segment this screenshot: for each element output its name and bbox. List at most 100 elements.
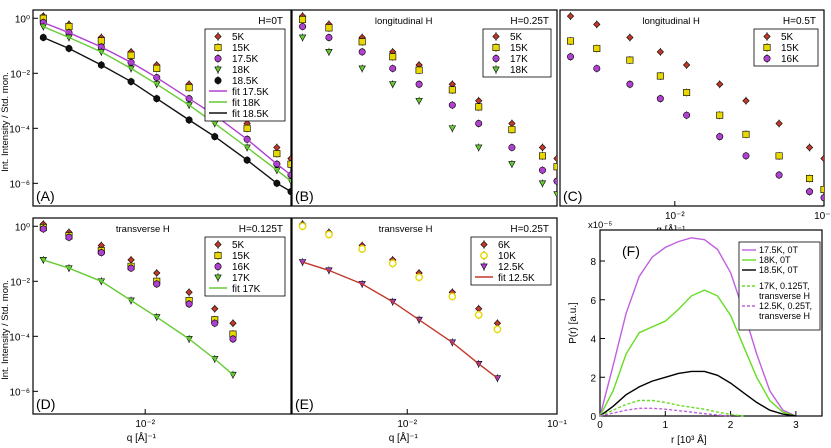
- series-line: [599, 407, 731, 417]
- legend-marker: [492, 55, 500, 62]
- legend-entry: 15K: [492, 43, 528, 54]
- y-tick-label: 10⁻⁶: [9, 179, 30, 190]
- data-point: [153, 64, 161, 72]
- series-15K: [299, 15, 557, 171]
- data-point: [448, 125, 457, 133]
- y-tick-label: 4: [590, 335, 596, 346]
- data-point: [656, 95, 664, 103]
- legend-label: 16K: [781, 54, 799, 65]
- legend-marker: [763, 44, 771, 51]
- series-line: [599, 289, 797, 417]
- data-point: [806, 174, 814, 182]
- data-point: [553, 191, 557, 199]
- data-point: [185, 84, 193, 92]
- legend-label: 10K: [498, 251, 516, 262]
- data-point: [415, 97, 423, 105]
- legend-label: 5K: [232, 32, 245, 43]
- data-point: [626, 33, 634, 42]
- data-point: [415, 66, 423, 74]
- data-point: [742, 130, 750, 138]
- data-point: [299, 23, 307, 30]
- legend-label: 6K: [498, 240, 511, 251]
- legend-marker: [763, 55, 771, 62]
- data-point: [153, 269, 161, 277]
- series-17K: [299, 22, 557, 186]
- data-point: [229, 335, 237, 343]
- data-point: [656, 72, 664, 80]
- legend-entry: 5K: [214, 32, 245, 43]
- data-point: [508, 126, 516, 134]
- data-point: [593, 20, 601, 29]
- legend-label: fit 17.5K: [232, 87, 269, 98]
- legend-label: 15K: [232, 251, 250, 262]
- plot-area: [298, 12, 557, 199]
- x-tick-label: 10⁻²: [665, 211, 685, 222]
- data-point: [325, 49, 333, 56]
- data-point: [626, 80, 634, 88]
- data-point: [567, 37, 575, 45]
- legend-entry: 17K, 0.125T,transverse H: [742, 281, 810, 301]
- data-point: [656, 48, 664, 56]
- data-point: [553, 163, 557, 171]
- panel-title: transverse H: [116, 224, 170, 235]
- y-tick-label: 10⁰: [15, 222, 30, 233]
- data-point: [716, 133, 724, 141]
- panel-a: 10⁰10⁻²10⁻⁴10⁻⁶(A)H=0T5K15K17.5K18K18.5K…: [0, 9, 292, 207]
- data-point: [389, 53, 397, 61]
- legend-marker: [214, 55, 222, 62]
- legend-marker: [214, 44, 222, 51]
- panel-title: longitudinal H: [642, 16, 700, 27]
- data-point: [742, 152, 750, 160]
- data-point: [39, 34, 47, 41]
- data-point: [626, 56, 634, 64]
- fit-curve: [43, 36, 291, 193]
- series-16K: [39, 224, 237, 343]
- field-label: H=0.125T: [239, 224, 283, 235]
- legend-entry: 18K, 0T: [742, 255, 791, 265]
- legend-label: 18.5K: [232, 76, 258, 87]
- data-point: [65, 23, 73, 31]
- data-point: [508, 144, 516, 151]
- data-point: [273, 150, 281, 158]
- series-5K: [566, 12, 824, 163]
- data-point: [243, 124, 251, 132]
- data-point: [325, 34, 333, 41]
- data-point: [211, 319, 219, 327]
- x-tick-label: 10⁻²: [135, 419, 155, 430]
- data-point: [820, 194, 824, 202]
- data-point: [287, 160, 291, 168]
- data-point: [805, 143, 814, 152]
- legend-entry: 18.5K: [214, 76, 258, 87]
- data-point: [475, 120, 483, 127]
- legend-entry: 12.5K: [480, 262, 524, 273]
- legend-label: 12.5K, 0.25T,: [759, 301, 812, 311]
- data-point: [325, 230, 333, 239]
- legend-label: fit 17K: [232, 284, 261, 295]
- legend-entry: 5K: [214, 240, 245, 251]
- legend-marker: [480, 240, 488, 249]
- data-point: [474, 311, 483, 319]
- legend-entry: fit 18.5K: [209, 109, 269, 120]
- y-tick-label: 2: [590, 373, 596, 384]
- y-tick-label: 10⁻²: [10, 277, 30, 288]
- data-point: [287, 154, 291, 163]
- legend-entry: 15K: [214, 251, 250, 262]
- x-axis-label: q [Å]⁻¹: [389, 431, 419, 444]
- data-point: [298, 34, 307, 42]
- data-point: [593, 44, 601, 52]
- data-point: [358, 65, 366, 73]
- y-axis-label: Int. Intensity / Std. mon.: [0, 280, 11, 380]
- data-point: [820, 185, 824, 193]
- series-16K: [567, 52, 824, 202]
- x-axis-label: q [Å]⁻¹: [127, 431, 157, 444]
- x-tick-label: 10⁻¹: [547, 419, 567, 430]
- y-tick-label: 10⁻⁴: [9, 124, 30, 135]
- panel-label: (D): [36, 396, 55, 412]
- panel-label: (C): [563, 188, 582, 204]
- legend-label: 5K: [232, 240, 245, 251]
